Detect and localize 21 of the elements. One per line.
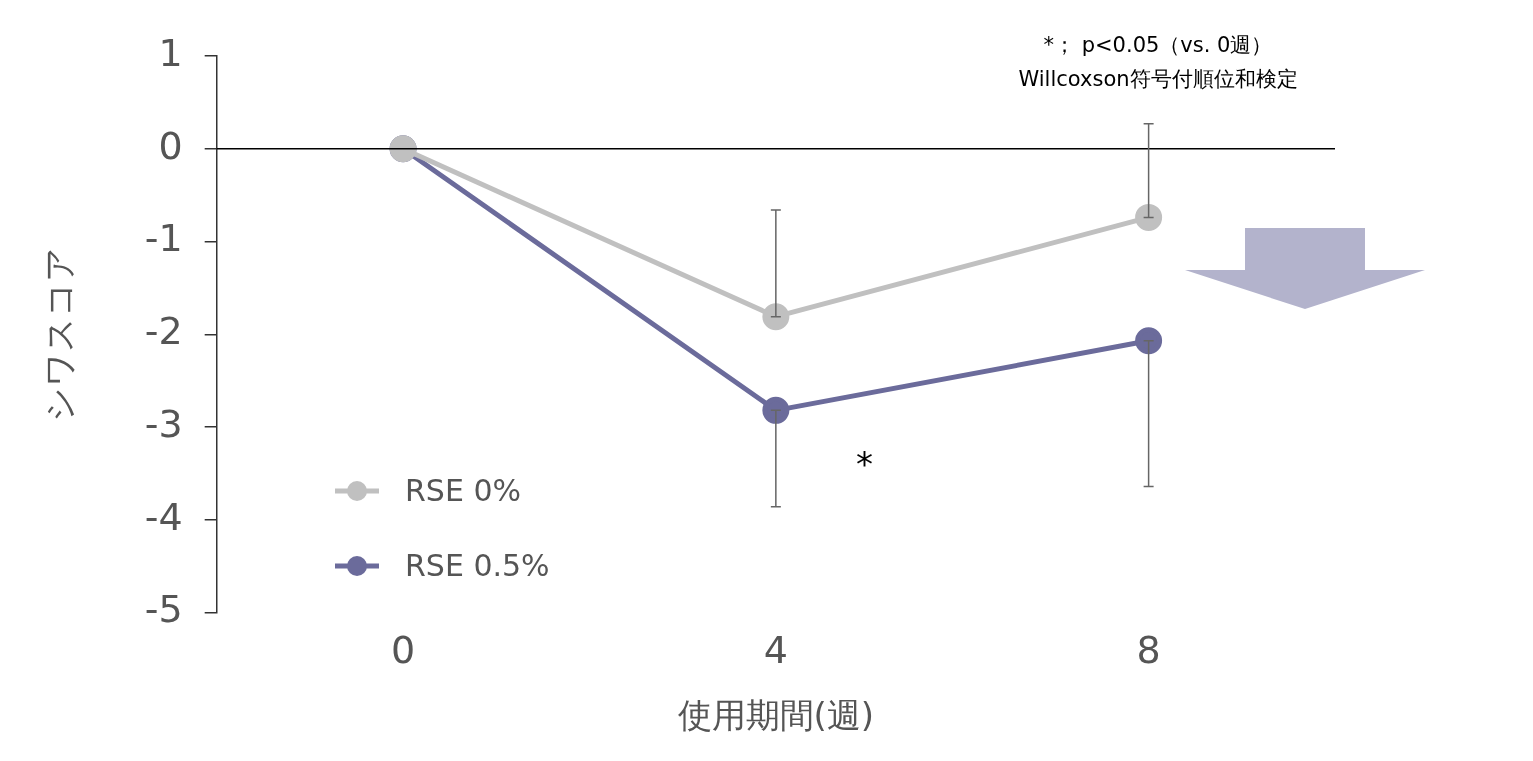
y-axis-title: シワスコア	[39, 246, 80, 422]
y-tick-label: -3	[144, 401, 183, 446]
legend-label: RSE 0%	[405, 473, 521, 508]
y-tick-label: -1	[144, 216, 183, 261]
annotation: *	[856, 444, 873, 484]
point	[1135, 327, 1163, 355]
x-tick-label: 8	[1136, 628, 1161, 673]
y-tick-label: 1	[158, 30, 183, 75]
point	[762, 303, 790, 331]
annotation: *； p<0.05（vs. 0週）	[1042, 32, 1274, 59]
x-axis-title: 使用期間(週)	[677, 695, 875, 736]
y-tick-label: -2	[144, 309, 183, 354]
x-tick-label: 4	[763, 628, 788, 673]
y-tick-label: 0	[158, 123, 183, 168]
point	[1135, 203, 1163, 231]
annotation: Willcoxson符号付順位和検定	[1017, 66, 1299, 93]
y-tick-label: -4	[144, 494, 183, 539]
legend-label: RSE 0.5%	[405, 548, 550, 583]
y-tick-label: -5	[144, 587, 183, 632]
point	[762, 396, 790, 424]
x-tick-label: 0	[390, 628, 416, 673]
